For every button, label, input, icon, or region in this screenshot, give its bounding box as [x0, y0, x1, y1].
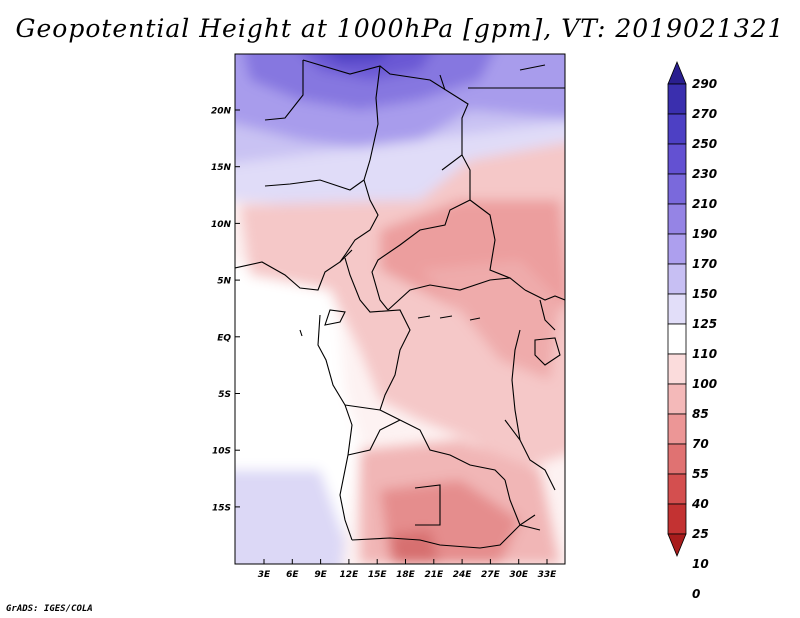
colorbar-label: 25 — [692, 527, 709, 541]
lon-label: 18E — [396, 570, 416, 580]
colorbar-label: 110 — [692, 347, 717, 361]
colorbar-segment — [667, 383, 687, 415]
footer-credit: GrADS: IGES/COLA — [6, 604, 93, 614]
lat-label: 15S — [212, 503, 231, 513]
map-frame — [234, 53, 566, 565]
lat-label: 10N — [211, 220, 232, 230]
colorbar-label: 270 — [692, 107, 717, 121]
colorbar-label: 170 — [692, 257, 717, 271]
colorbar-label: 125 — [692, 317, 717, 331]
colorbar-segment — [667, 263, 687, 295]
lat-label: EQ — [217, 333, 231, 343]
colorbar-segment — [667, 83, 687, 115]
colorbar-segment — [667, 473, 687, 505]
colorbar-label: 100 — [692, 377, 717, 391]
colorbar-cap-top — [667, 60, 687, 85]
longitude-axis: 3E 6E 9E 12E 15E 18E 21E 24E 27E 30E 33E — [258, 559, 557, 580]
colorbar-label: 250 — [692, 137, 717, 151]
colorbar-segment — [667, 353, 687, 385]
colorbar-label: 0 — [692, 587, 700, 601]
colorbar-segment — [667, 233, 687, 265]
lon-label: 21E — [424, 570, 444, 580]
colorbar-label: 85 — [692, 407, 709, 421]
colorbar-segment — [667, 323, 687, 355]
colorbar: 2902702502302101901701501251101008570554… — [667, 60, 717, 601]
lon-label: 33E — [538, 570, 558, 580]
lon-label: 6E — [286, 570, 299, 580]
colorbar-label: 290 — [692, 77, 717, 91]
height-field — [235, 54, 565, 564]
lon-label: 12E — [340, 570, 360, 580]
colorbar-segment — [667, 113, 687, 145]
colorbar-segment — [667, 443, 687, 475]
latitude-axis: 20N 15N 10N 5N EQ 5S 10S 15S — [211, 107, 240, 513]
lat-label: 20N — [211, 107, 232, 117]
colorbar-label: 210 — [692, 197, 717, 211]
lon-label: 3E — [258, 570, 271, 580]
colorbar-segment — [667, 173, 687, 205]
colorbar-label: 40 — [691, 497, 709, 511]
lon-label: 9E — [314, 570, 327, 580]
lon-label: 15E — [368, 570, 388, 580]
lat-label: 10S — [212, 447, 231, 457]
colorbar-cap-bottom — [667, 533, 687, 558]
lon-label: 24E — [453, 570, 473, 580]
lat-label: 15N — [211, 163, 232, 173]
colorbar-segment — [667, 203, 687, 235]
lon-label: 30E — [509, 570, 529, 580]
colorbar-segment — [667, 143, 687, 175]
lat-label: 5S — [218, 390, 231, 400]
chart-title: Geopotential Height at 1000hPa [gpm], VT… — [15, 14, 785, 43]
lat-label: 5N — [217, 277, 231, 287]
colorbar-label: 55 — [692, 467, 709, 481]
country-borders — [235, 59, 565, 549]
colorbar-label: 10 — [692, 557, 709, 571]
colorbar-label: 150 — [692, 287, 717, 301]
colorbar-segment — [667, 503, 687, 535]
colorbar-segment — [667, 413, 687, 445]
colorbar-segment — [667, 293, 687, 325]
colorbar-label: 70 — [692, 437, 709, 451]
lon-label: 27E — [481, 570, 501, 580]
colorbar-label: 230 — [692, 167, 717, 181]
colorbar-label: 190 — [692, 227, 717, 241]
